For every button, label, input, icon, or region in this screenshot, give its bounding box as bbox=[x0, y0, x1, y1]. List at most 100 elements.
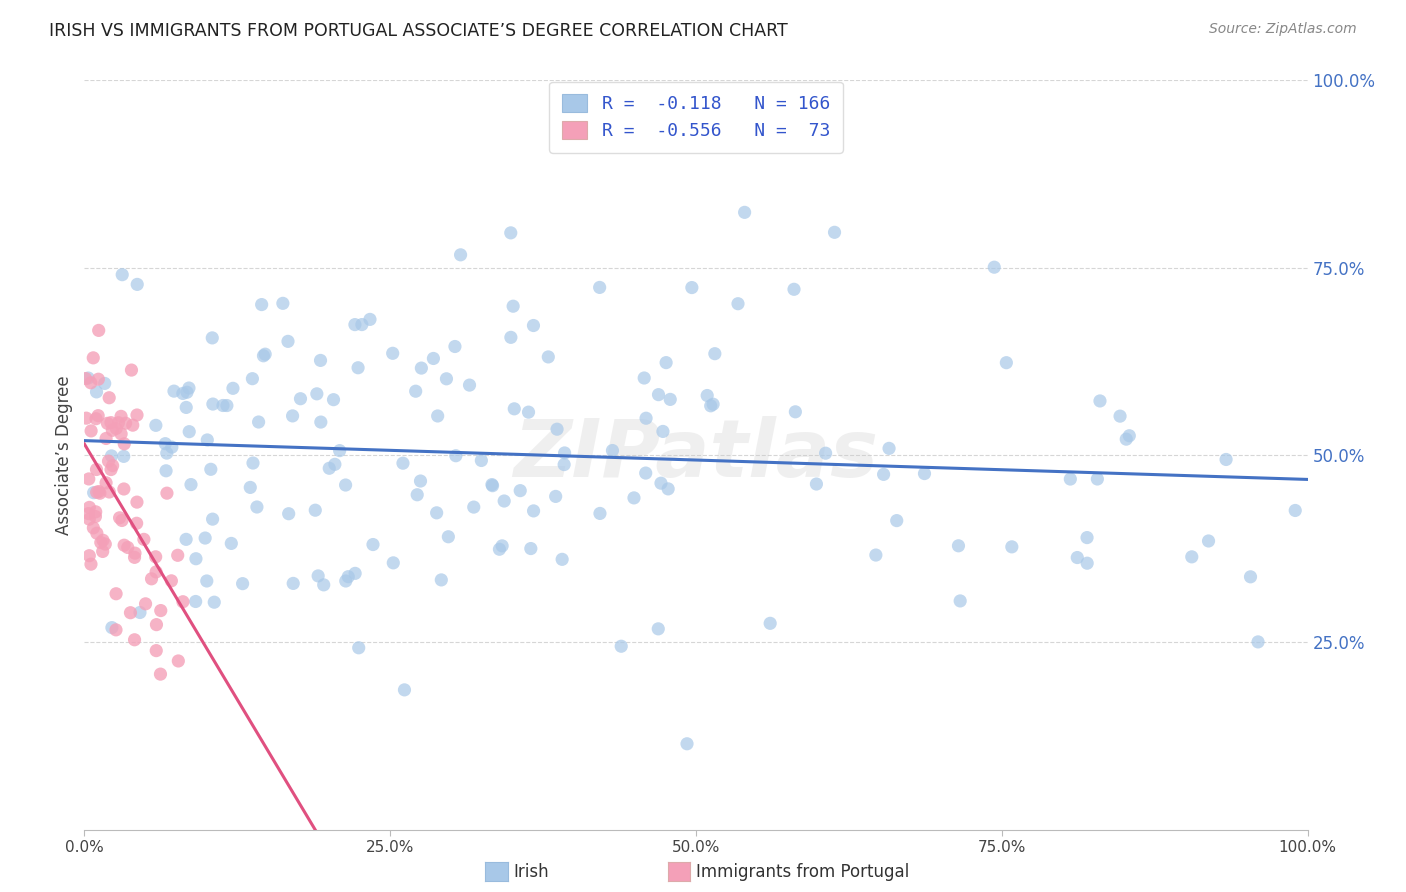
Point bbox=[80, 424, 103, 438]
Point bbox=[361, 537, 384, 551]
Point bbox=[1076, 556, 1098, 570]
Point bbox=[948, 539, 970, 553]
Text: Immigrants from Portugal: Immigrants from Portugal bbox=[696, 863, 910, 881]
Point bbox=[82, 351, 104, 365]
Point bbox=[450, 248, 472, 262]
Point bbox=[865, 548, 887, 562]
Point bbox=[83, 485, 105, 500]
Point bbox=[86, 384, 108, 399]
Point bbox=[636, 411, 658, 425]
Point bbox=[155, 436, 177, 450]
Point bbox=[392, 456, 415, 470]
Point bbox=[252, 349, 274, 363]
Point bbox=[124, 632, 146, 647]
Point bbox=[676, 737, 699, 751]
Point bbox=[681, 280, 703, 294]
Point bbox=[344, 566, 367, 581]
Point bbox=[79, 500, 101, 515]
Point bbox=[132, 533, 155, 547]
Point bbox=[156, 486, 179, 500]
Text: Source: ZipAtlas.com: Source: ZipAtlas.com bbox=[1209, 22, 1357, 37]
Text: IRISH VS IMMIGRANTS FROM PORTUGAL ASSOCIATE’S DEGREE CORRELATION CHART: IRISH VS IMMIGRANTS FROM PORTUGAL ASSOCI… bbox=[49, 22, 787, 40]
Point bbox=[155, 464, 177, 478]
Point bbox=[84, 509, 107, 524]
Point bbox=[114, 416, 136, 430]
Point bbox=[491, 539, 513, 553]
Point bbox=[93, 376, 115, 391]
Point bbox=[436, 372, 458, 386]
Point bbox=[80, 376, 103, 390]
Point bbox=[86, 485, 108, 500]
Point bbox=[101, 458, 124, 473]
Point bbox=[89, 486, 111, 500]
Point bbox=[309, 415, 332, 429]
Point bbox=[517, 405, 540, 419]
Point bbox=[318, 461, 340, 475]
Point bbox=[647, 622, 669, 636]
Point bbox=[702, 397, 724, 411]
Point bbox=[537, 350, 560, 364]
Point bbox=[179, 425, 201, 439]
Point bbox=[1215, 452, 1237, 467]
Point bbox=[394, 682, 416, 697]
Point bbox=[121, 418, 143, 433]
Point bbox=[129, 606, 152, 620]
Point bbox=[172, 595, 194, 609]
Point bbox=[246, 500, 269, 514]
Point bbox=[112, 482, 135, 496]
Point bbox=[411, 361, 433, 376]
Point bbox=[124, 546, 146, 560]
Point bbox=[651, 425, 673, 439]
Point bbox=[232, 576, 254, 591]
Point bbox=[201, 512, 224, 526]
Point bbox=[87, 372, 110, 386]
Point bbox=[551, 552, 574, 566]
Point bbox=[79, 549, 101, 563]
Point bbox=[195, 433, 218, 447]
Point bbox=[82, 521, 104, 535]
Point bbox=[100, 462, 122, 476]
Point bbox=[87, 484, 110, 499]
Point bbox=[127, 277, 149, 292]
Point bbox=[201, 331, 224, 345]
Point bbox=[307, 569, 329, 583]
Point bbox=[347, 640, 370, 655]
Point bbox=[184, 594, 207, 608]
Point bbox=[502, 299, 524, 313]
Point bbox=[914, 467, 936, 481]
Point bbox=[163, 384, 186, 398]
Point bbox=[1239, 570, 1261, 584]
Point bbox=[481, 477, 503, 491]
Point bbox=[86, 526, 108, 541]
Point bbox=[335, 478, 357, 492]
Point bbox=[121, 363, 143, 377]
Point bbox=[554, 446, 576, 460]
Point bbox=[696, 388, 718, 402]
Point bbox=[458, 378, 481, 392]
Point bbox=[588, 280, 610, 294]
Point bbox=[1001, 540, 1024, 554]
Point bbox=[309, 353, 332, 368]
Point bbox=[94, 475, 117, 490]
Point bbox=[222, 381, 245, 395]
Point bbox=[503, 401, 526, 416]
Point bbox=[824, 225, 846, 239]
Point bbox=[444, 339, 467, 353]
Point bbox=[322, 392, 344, 407]
Point bbox=[271, 296, 294, 310]
Point bbox=[250, 297, 273, 311]
Point bbox=[655, 356, 678, 370]
Point bbox=[107, 416, 129, 430]
Point bbox=[98, 485, 121, 500]
Point bbox=[323, 458, 346, 472]
Point bbox=[522, 504, 544, 518]
Point bbox=[215, 399, 238, 413]
Point bbox=[111, 513, 134, 527]
Point bbox=[759, 616, 782, 631]
Point bbox=[589, 507, 612, 521]
Point bbox=[96, 417, 118, 431]
Point bbox=[98, 391, 121, 405]
Point bbox=[426, 506, 449, 520]
Point bbox=[110, 426, 132, 441]
Point bbox=[329, 443, 352, 458]
